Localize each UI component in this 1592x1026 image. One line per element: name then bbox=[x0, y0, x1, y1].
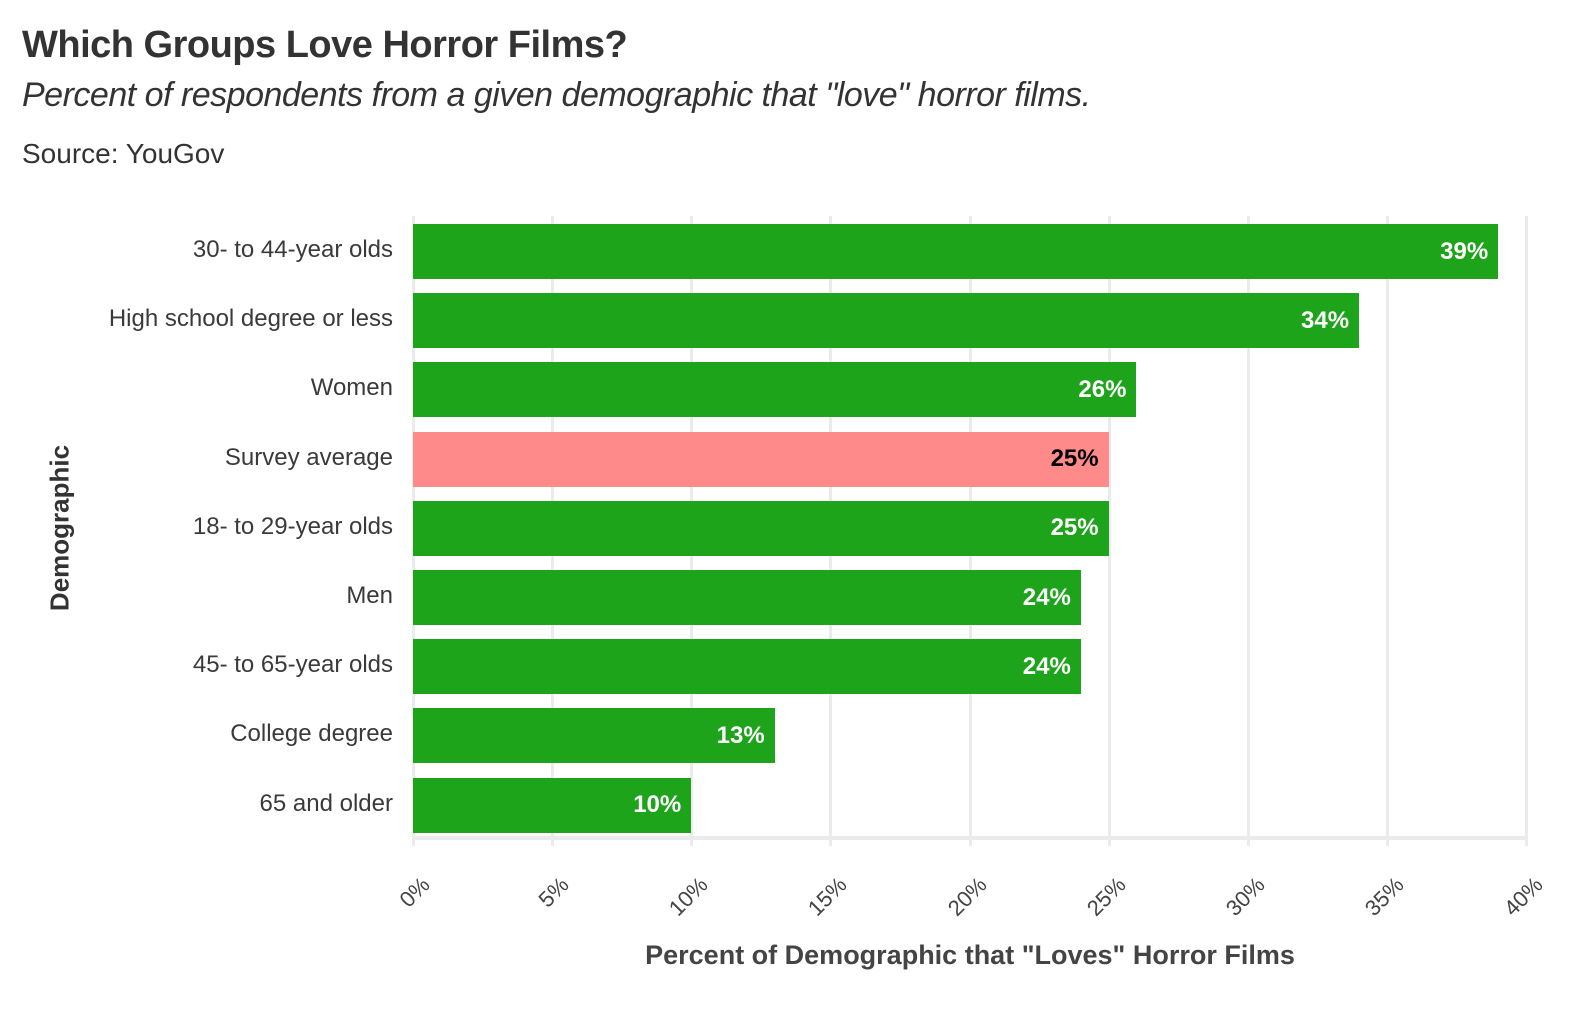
bar-value-label: 13% bbox=[716, 721, 765, 749]
bar: 13% bbox=[413, 708, 775, 764]
bar-highlight: 25% bbox=[413, 431, 1109, 487]
y-category-label: 65 and older bbox=[259, 789, 393, 817]
bar: 26% bbox=[413, 362, 1137, 418]
bar: 24% bbox=[413, 639, 1081, 695]
y-category-label: College degree bbox=[230, 720, 393, 748]
y-category-label: High school degree or less bbox=[108, 305, 393, 333]
y-category-label: 18- to 29-year olds bbox=[192, 512, 393, 540]
plot-area: 39% 34% 26% 25% 25% 24% 24% 13% 10% bbox=[412, 216, 1528, 846]
bar: 39% bbox=[413, 224, 1499, 279]
y-category-label: 45- to 65-year olds bbox=[192, 651, 393, 679]
y-category-label: 30- to 44-year olds bbox=[192, 236, 393, 263]
y-category-label: Women bbox=[310, 374, 393, 402]
bar: 34% bbox=[413, 293, 1360, 349]
x-tick-label: 20% bbox=[942, 872, 992, 921]
x-tick-label: 30% bbox=[1220, 872, 1270, 921]
y-axis-label: Demographic bbox=[44, 444, 75, 612]
y-category-label: Men bbox=[346, 582, 393, 609]
x-tick-label: 10% bbox=[664, 872, 713, 921]
gridline bbox=[1385, 216, 1389, 846]
bar-value-label: 26% bbox=[1078, 375, 1127, 403]
bar-value-label: 24% bbox=[1022, 652, 1071, 680]
y-category-label: Survey average bbox=[224, 443, 393, 471]
x-tick-label: 25% bbox=[1081, 872, 1131, 921]
chart-subtitle: Percent of respondents from a given demo… bbox=[22, 76, 1091, 114]
bar: 25% bbox=[413, 500, 1109, 556]
bar-value-label: 39% bbox=[1440, 237, 1489, 265]
bar-value-label: 25% bbox=[1050, 445, 1099, 473]
bar-value-label: 34% bbox=[1301, 306, 1350, 334]
chart-title: Which Groups Love Horror Films? bbox=[22, 24, 628, 66]
gridline bbox=[1107, 216, 1111, 846]
gridline bbox=[1525, 216, 1528, 846]
chart-source: Source: YouGov bbox=[22, 138, 225, 169]
x-tick-label: 35% bbox=[1359, 872, 1409, 921]
x-axis-line bbox=[413, 836, 1528, 840]
gridline bbox=[1246, 216, 1250, 846]
x-axis-label: Percent of Demographic that "Loves" Horr… bbox=[645, 940, 1295, 970]
x-tick-label: 0% bbox=[394, 872, 435, 913]
bar-value-label: 10% bbox=[633, 791, 682, 819]
bar: 10% bbox=[413, 777, 692, 833]
bar: 24% bbox=[413, 570, 1081, 625]
bar-value-label: 24% bbox=[1022, 583, 1071, 611]
bar-value-label: 25% bbox=[1050, 514, 1099, 542]
x-tick-label: 5% bbox=[533, 872, 574, 913]
x-tick-label: 15% bbox=[803, 872, 853, 921]
x-tick-label: 40% bbox=[1498, 872, 1548, 921]
